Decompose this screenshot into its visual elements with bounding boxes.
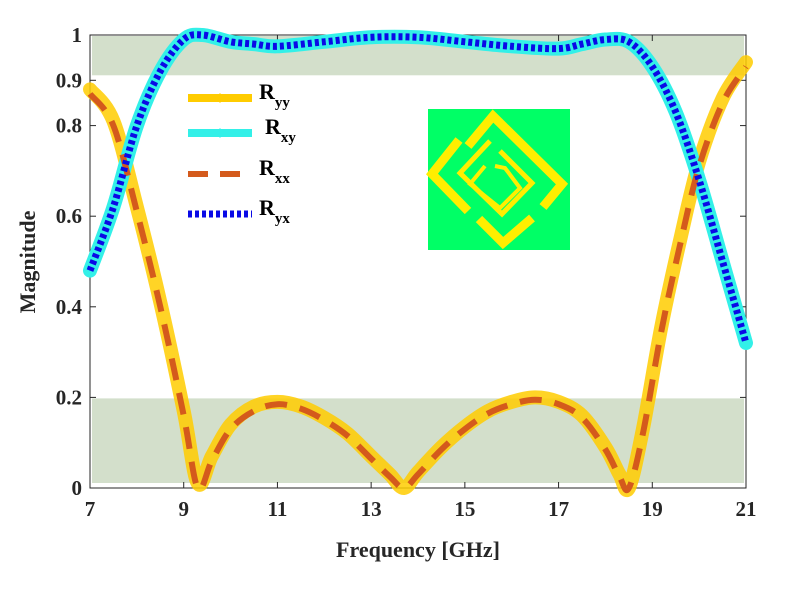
x-tick-label: 11: [268, 497, 288, 521]
legend-label-ryy: Ryy: [259, 79, 290, 111]
y-tick-label: 0.2: [56, 385, 82, 409]
y-tick-label: 0.6: [56, 204, 82, 228]
series-layer: [83, 27, 753, 498]
y-axis-title: Magnitude: [15, 210, 40, 313]
series-line-ryx: [86, 31, 750, 344]
legend-label-rxy: Rxy: [265, 114, 296, 146]
x-tick-label: 17: [548, 497, 569, 521]
x-tick-label: 7: [85, 497, 96, 521]
legend-label-ryx: Ryx: [259, 195, 290, 227]
x-tick-label: 19: [642, 497, 663, 521]
legend-label-rxx: Rxx: [259, 155, 290, 187]
series-line-rxy: [83, 27, 753, 350]
x-tick-label: 15: [454, 497, 475, 521]
y-tick-label: 0.4: [56, 295, 83, 319]
inset-inner-ring: [467, 164, 523, 211]
inset-middle-ring: [456, 139, 536, 218]
axis-ticks: 7 9 11 13 15 17 19 21 0 0.2 0.4 0.6 0.8 0.9 1: [56, 23, 757, 521]
inset-outer-ring-top: [464, 109, 569, 210]
legend-marker: [216, 93, 224, 103]
inset-background: [428, 109, 570, 250]
legend-marker: [216, 128, 224, 138]
y-tick-label: 1: [72, 23, 83, 47]
series-line-rxx: [87, 65, 749, 494]
x-tick-label: 13: [361, 497, 382, 521]
unit-cell-inset: [426, 109, 570, 250]
inset-outer-ring-bottom: [475, 214, 535, 250]
x-tick-label: 21: [736, 497, 757, 521]
x-tick-label: 9: [178, 497, 189, 521]
inset-outer-ring-left: [426, 137, 472, 215]
y-tick-label: 0.8: [56, 114, 82, 138]
x-axis-title: Frequency [GHz]: [336, 537, 500, 562]
y-tick-label: 0.9: [56, 68, 82, 92]
y-tick-label: 0: [72, 476, 83, 500]
